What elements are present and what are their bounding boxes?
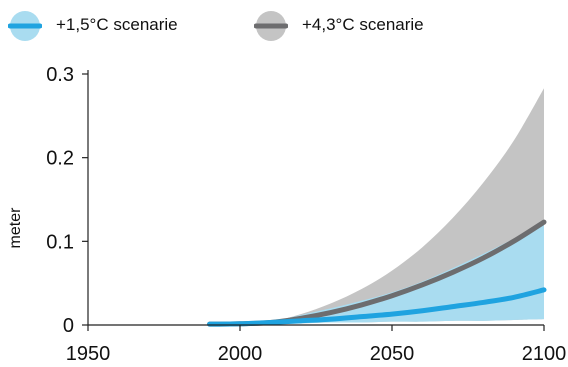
- y-tick-label: 0: [63, 315, 74, 337]
- legend-label-4-3c: +4,3°C scenarie: [302, 15, 424, 34]
- x-tick-label: 1950: [66, 343, 111, 365]
- chart-legend: +1,5°C scenarie +4,3°C scenarie: [8, 6, 568, 42]
- y-tick-label: 0.1: [46, 231, 74, 253]
- line-1-5c: [207, 287, 547, 327]
- chart-axes: 0 0.1 0.2 0.3 1950 2000 2050 2100: [46, 64, 566, 365]
- x-tick-label: 2100: [522, 343, 567, 365]
- uncertainty-bands: [209, 88, 544, 325]
- y-tick-label: 0.2: [46, 148, 74, 170]
- y-tick-label: 0.3: [46, 64, 74, 86]
- band-1-5c: [209, 224, 544, 325]
- legend-label-1-5c: +1,5°C scenarie: [56, 15, 178, 34]
- legend-swatch-1-5c: [8, 11, 42, 41]
- legend-swatch-4-3c: [254, 11, 288, 41]
- x-tick-label: 2000: [218, 343, 263, 365]
- series-lines: [207, 219, 547, 327]
- x-tick-label: 2050: [370, 343, 415, 365]
- y-axis-label: meter: [7, 207, 24, 249]
